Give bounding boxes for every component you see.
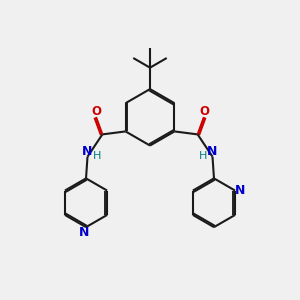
Text: O: O — [91, 105, 101, 118]
Text: N: N — [235, 184, 246, 197]
Text: H: H — [93, 151, 101, 161]
Text: H: H — [199, 151, 207, 161]
Text: O: O — [199, 105, 209, 118]
Text: N: N — [207, 145, 218, 158]
Text: N: N — [82, 145, 93, 158]
Text: N: N — [79, 226, 90, 239]
